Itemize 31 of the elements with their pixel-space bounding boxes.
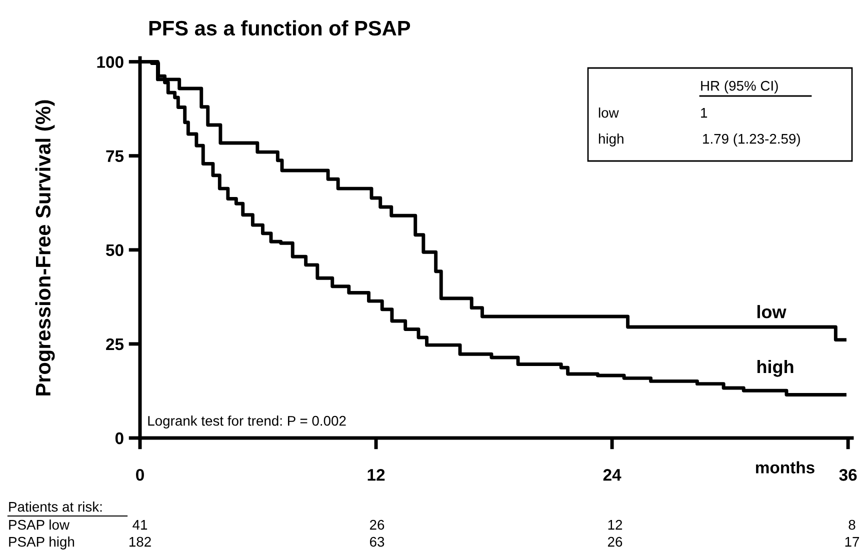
y-tick-label: 75 (106, 150, 124, 162)
chart-title: PFS as a function of PSAP (149, 20, 410, 36)
x-axis-title: months (756, 461, 814, 474)
series-label: high (757, 360, 794, 377)
x-tick-label: 24 (603, 468, 622, 481)
text: 8 (848, 520, 856, 530)
text: 63 (370, 536, 384, 547)
text: Patients at risk: (9, 502, 102, 512)
text: 12 (608, 520, 622, 530)
text: 26 (370, 520, 384, 530)
annotation: low (598, 108, 619, 118)
text: PSAP high (9, 536, 74, 550)
y-axis-title: Progression-Free Survival (%) (35, 100, 55, 396)
annotation: Logrank test for trend: P = 0.002 (148, 416, 346, 428)
text: 26 (608, 536, 622, 547)
annotation: HR (95% CI) (701, 80, 778, 94)
y-tick-label: 0 (115, 432, 124, 444)
text: 17 (845, 537, 860, 547)
y-tick-label: 50 (106, 244, 124, 256)
text: PSAP low (9, 520, 70, 530)
x-tick-label: 36 (839, 468, 857, 481)
text: 41 (132, 520, 148, 530)
x-tick-label: 0 (136, 468, 144, 481)
text: 182 (129, 536, 151, 547)
annotation: 1.79 (1.23-2.59) (703, 134, 800, 146)
annotation: 1 (701, 108, 708, 118)
series-label: low (757, 305, 786, 318)
x-tick-label: 12 (368, 468, 385, 481)
y-tick-label: 25 (106, 338, 124, 350)
y-tick-label: 100 (97, 56, 124, 68)
annotation: high (598, 134, 624, 146)
